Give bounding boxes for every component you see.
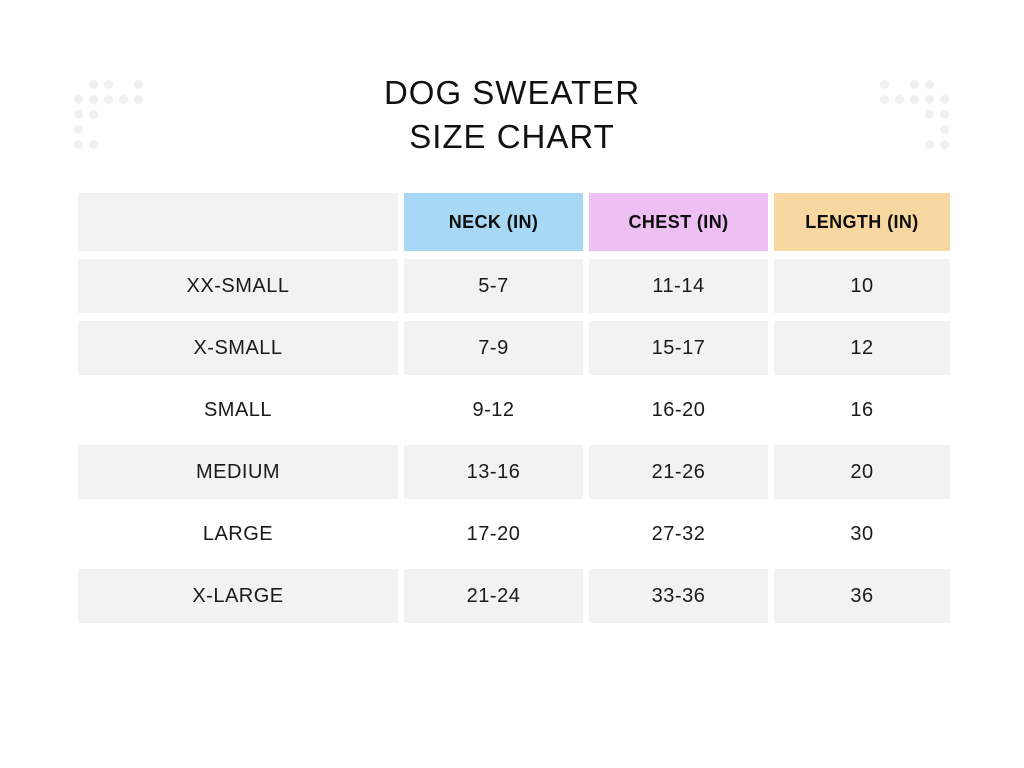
decor-dot (910, 80, 919, 89)
decor-dot (940, 125, 949, 134)
neck-value: 17-20 (466, 522, 521, 545)
decor-dot (134, 95, 143, 104)
decor-dot (910, 95, 919, 104)
row-label: MEDIUM (78, 445, 398, 499)
decor-dot (104, 95, 113, 104)
decor-dot (925, 110, 934, 119)
decor-dot (925, 80, 934, 89)
chest-value: 15-17 (589, 321, 768, 375)
decor-dot (940, 140, 949, 149)
decor-dot (119, 95, 128, 104)
decorative-dots-left (74, 80, 143, 149)
neck-value: 21-24 (404, 569, 583, 623)
decorative-dots-right (880, 80, 949, 149)
decor-dot (89, 140, 98, 149)
table-corner-cell (78, 193, 398, 251)
row-label: XX-SMALL (78, 259, 398, 313)
chest-value: 27-32 (651, 522, 706, 545)
chest-value: 21-26 (589, 445, 768, 499)
page-title-line2: SIZE CHART (409, 118, 615, 155)
length-value: 30 (850, 522, 874, 545)
decor-dot (895, 95, 904, 104)
size-chart-table: NECK (IN) CHEST (IN) LENGTH (IN) XX-SMAL… (78, 193, 950, 623)
decor-dot (925, 140, 934, 149)
length-value: 10 (774, 259, 950, 313)
column-header-chest: CHEST (IN) (589, 193, 768, 251)
column-header-length: LENGTH (IN) (774, 193, 950, 251)
decor-dot (134, 80, 143, 89)
neck-value: 9-12 (472, 398, 515, 421)
decor-dot (89, 95, 98, 104)
decor-dot (880, 95, 889, 104)
length-value: 16 (850, 398, 874, 421)
neck-value: 5-7 (404, 259, 583, 313)
decor-dot (940, 95, 949, 104)
row-label: X-LARGE (78, 569, 398, 623)
chest-value: 33-36 (589, 569, 768, 623)
decor-dot (89, 110, 98, 119)
row-label: SMALL (203, 398, 273, 421)
decor-dot (940, 110, 949, 119)
row-label: LARGE (202, 522, 274, 545)
column-header-neck: NECK (IN) (404, 193, 583, 251)
decor-dot (74, 110, 83, 119)
neck-value: 7-9 (404, 321, 583, 375)
decor-dot (104, 80, 113, 89)
decor-dot (89, 80, 98, 89)
page-title-line1: DOG SWEATER (383, 74, 641, 111)
length-value: 12 (774, 321, 950, 375)
decor-dot (74, 95, 83, 104)
decor-dot (880, 80, 889, 89)
chest-value: 16-20 (651, 398, 706, 421)
decor-dot (925, 95, 934, 104)
neck-value: 13-16 (404, 445, 583, 499)
length-value: 36 (774, 569, 950, 623)
decor-dot (74, 125, 83, 134)
page-title: DOG SWEATER SIZE CHART (0, 71, 1024, 159)
row-label: X-SMALL (78, 321, 398, 375)
chest-value: 11-14 (589, 259, 768, 313)
length-value: 20 (774, 445, 950, 499)
decor-dot (74, 140, 83, 149)
